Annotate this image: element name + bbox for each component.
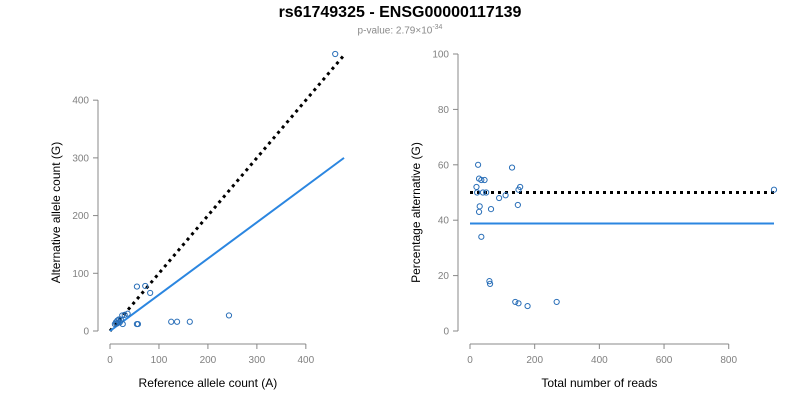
p-value-subtitle: p-value: 2.79×10-34 — [0, 24, 800, 36]
y-tick-label: 100 — [432, 50, 449, 61]
data-point — [524, 302, 531, 310]
y-tick-label: 0 — [443, 327, 449, 338]
fit-line — [109, 157, 345, 332]
data-point — [225, 312, 233, 319]
data-point — [553, 298, 560, 306]
data-point — [124, 310, 131, 317]
y-tick-label: 40 — [438, 216, 450, 227]
data-point — [119, 320, 126, 328]
data-point — [173, 318, 181, 325]
x-tick-label: 0 — [107, 355, 113, 366]
data-point — [496, 194, 503, 202]
data-point — [168, 318, 175, 325]
y-tick-label: 0 — [83, 327, 89, 338]
data-point — [133, 283, 141, 290]
chart-title: rs61749325 - ENSG00000117139 — [278, 4, 522, 21]
data-point — [475, 208, 483, 215]
data-point — [486, 278, 493, 285]
data-point — [478, 176, 485, 184]
x-tick-label: 100 — [151, 355, 168, 366]
y-tick-label: 80 — [438, 105, 450, 116]
data-point — [479, 189, 487, 196]
data-point — [474, 161, 482, 168]
percentage-alternative-scatter: 0 20 40 60 80 100 0 200 400 600 800 Total number of… — [409, 50, 778, 390]
data-point — [770, 186, 778, 193]
x-tick-label: 400 — [297, 355, 314, 366]
y-axis-title: Alternative allele count (G) — [49, 142, 63, 283]
data-point — [478, 233, 485, 240]
y-tick-label: 200 — [72, 211, 89, 222]
data-point — [486, 280, 494, 288]
x-tick-label: 400 — [591, 355, 608, 366]
x-tick-label: 0 — [467, 355, 473, 366]
data-point — [119, 312, 126, 319]
data-point — [186, 318, 193, 325]
data-point — [134, 320, 142, 328]
data-point — [512, 298, 519, 306]
data-point — [332, 50, 339, 58]
data-point — [113, 320, 120, 327]
y-tick-label: 20 — [438, 271, 450, 282]
allele-count-scatter: 0 100 200 300 400 0 100 200 300 400 Reference alle… — [49, 50, 346, 390]
data-point — [474, 189, 481, 196]
data-point — [147, 289, 154, 297]
data-point — [517, 183, 524, 191]
data-point — [142, 282, 149, 290]
x-tick-label: 300 — [249, 355, 266, 366]
x-axis-title: Total number of reads — [541, 376, 657, 390]
data-point — [514, 201, 521, 209]
data-point — [476, 203, 483, 210]
data-point — [515, 300, 522, 307]
x-tick-label: 200 — [200, 355, 217, 366]
y-tick-label: 100 — [72, 269, 89, 280]
y-tick-label: 300 — [72, 153, 89, 164]
reference-line — [108, 54, 346, 332]
data-point — [487, 206, 495, 213]
data-point — [483, 189, 490, 196]
x-tick-label: 800 — [720, 355, 737, 366]
data-point — [473, 183, 480, 191]
p-value-text: p-value: 2.79×10 — [357, 25, 433, 37]
x-axis-title: Reference allele count (A) — [139, 376, 278, 390]
y-tick-label: 60 — [438, 160, 450, 171]
x-tick-label: 600 — [656, 355, 673, 366]
data-point — [508, 164, 516, 171]
x-tick-label: 200 — [526, 355, 543, 366]
y-tick-label: 400 — [72, 96, 89, 107]
data-point — [481, 176, 488, 184]
y-axis-title: Percentage alternative (G) — [409, 142, 423, 283]
data-point — [502, 192, 509, 199]
p-value-exponent: -34 — [432, 24, 443, 31]
data-point — [121, 311, 128, 318]
